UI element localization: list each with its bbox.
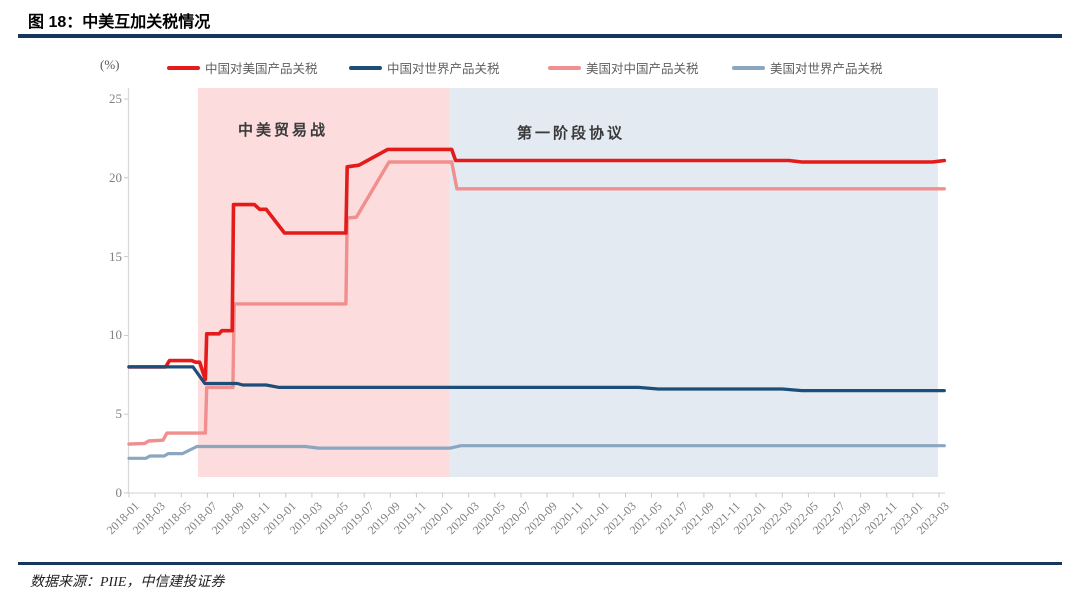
y-axis-tick-label: 0: [115, 485, 123, 500]
annotation-phase-one-label: 第一阶段协议: [517, 125, 626, 142]
annotation-trade-war-label: 中美贸易战: [238, 122, 329, 139]
header-rule: [18, 34, 1062, 38]
y-axis-tick-label: 15: [109, 248, 122, 264]
legend-swatch-china-us: [167, 65, 200, 70]
y-axis-tick-label: 10: [109, 327, 122, 343]
legend-label: 中国对世界产品关税: [387, 62, 500, 76]
legend-label: 中国对美国产品关税: [205, 62, 318, 76]
series-china-us-line: [127, 147, 947, 382]
legend-swatch-us-world: [732, 65, 765, 70]
y-axis-unit-label: (%): [100, 57, 120, 72]
footer-rule: [18, 562, 1062, 565]
legend-label: 美国对世界产品关税: [770, 62, 883, 76]
y-axis-tick-label: 5: [115, 406, 123, 422]
legend-item-china-world: 中国对世界产品关税: [349, 58, 500, 77]
series-us-world-line: [127, 444, 946, 460]
figure-title: 图 18：中美互加关税情况: [28, 14, 211, 31]
legend-item-china-us: 中国对美国产品关税: [167, 58, 318, 77]
band-trade-war: [198, 88, 449, 477]
legend-label: 美国对中国产品关税: [586, 62, 699, 76]
series-china-world-line: [127, 365, 946, 393]
y-axis-tick-label: 20: [109, 169, 122, 185]
legend-swatch-china-world: [349, 65, 382, 70]
series-us-china-line: [127, 160, 946, 446]
legend-item-us-world: 美国对世界产品关税: [732, 58, 883, 77]
data-source-text: 数据来源：PIIE，中信建投证券: [30, 575, 225, 590]
legend-item-us-china: 美国对中国产品关税: [548, 58, 699, 77]
y-axis-tick-label: 25: [109, 91, 122, 106]
legend-swatch-us-china: [548, 65, 581, 70]
band-phase-one: [449, 88, 938, 477]
